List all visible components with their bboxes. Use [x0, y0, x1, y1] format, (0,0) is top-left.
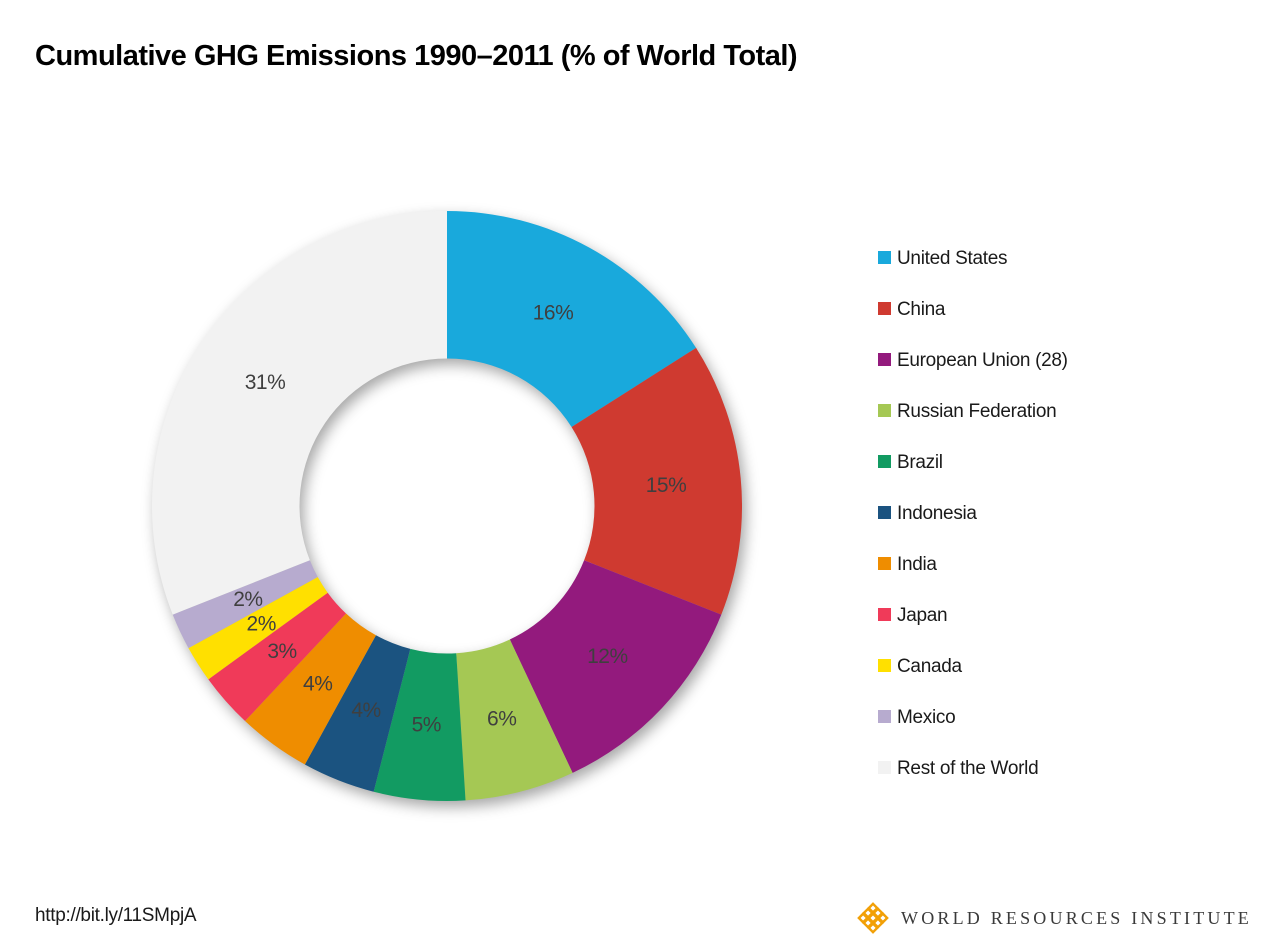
- wri-weave-icon: [857, 902, 889, 934]
- legend-swatch-indonesia: [878, 506, 891, 519]
- legend-swatch-mexico: [878, 710, 891, 723]
- legend-label-india: India: [897, 554, 937, 575]
- slice-rest-of-the-world: [152, 211, 447, 615]
- legend-item-canada: Canada: [878, 656, 1068, 678]
- legend-item-united-states: United States: [878, 248, 1068, 270]
- legend-swatch-canada: [878, 659, 891, 672]
- slice-russian-federation: [456, 639, 573, 801]
- legend-label-rest-of-the-world: Rest of the World: [897, 758, 1039, 779]
- legend-item-russian-federation: Russian Federation: [878, 401, 1068, 423]
- legend-swatch-european-union-28: [878, 353, 891, 366]
- legend-item-indonesia: Indonesia: [878, 503, 1068, 525]
- slice-value-label-japan: 3%: [267, 640, 296, 663]
- legend-swatch-india: [878, 557, 891, 570]
- wri-logo-text: WORLD RESOURCES INSTITUTE: [901, 907, 1252, 928]
- slice-united-states: [447, 211, 697, 427]
- donut-chart-svg: 16% 15% 12% 6% 5% 4% 4% 3% 2%2% 31%: [152, 211, 742, 802]
- slice-china: [571, 347, 742, 615]
- legend-item-india: India: [878, 554, 1068, 576]
- legend-item-rest-of-the-world: Rest of the World: [878, 758, 1068, 780]
- slice-value-label-united-states: 16%: [533, 302, 574, 325]
- legend-swatch-rest-of-the-world: [878, 761, 891, 774]
- legend-item-brazil: Brazil: [878, 452, 1068, 474]
- slice-value-label-indonesia: 4%: [351, 699, 380, 722]
- legend-label-russian-federation: Russian Federation: [897, 401, 1057, 422]
- legend-label-canada: Canada: [897, 656, 962, 677]
- legend: United States China European Union (28) Rus…: [878, 248, 1068, 780]
- legend-label-japan: Japan: [897, 605, 948, 626]
- slice-value-label-brazil: 5%: [412, 714, 441, 737]
- chart-title: Cumulative GHG Emissions 1990–2011 (% of…: [35, 40, 798, 72]
- slice-canada: [188, 577, 328, 680]
- source-url-link[interactable]: http://bit.ly/11SMpjA: [35, 905, 197, 926]
- slice-value-label-india: 4%: [303, 673, 332, 696]
- legend-swatch-japan: [878, 608, 891, 621]
- slice-labels: 16% 15% 12% 6% 5% 4% 4% 3% 2%2% 31%: [233, 302, 687, 737]
- slice-indonesia: [304, 635, 411, 792]
- legend-label-european-union-28: European Union (28): [897, 350, 1068, 371]
- legend-label-mexico: Mexico: [897, 707, 956, 728]
- slice-brazil: [373, 648, 466, 802]
- slice-india: [245, 613, 376, 765]
- legend-item-japan: Japan: [878, 605, 1068, 627]
- slice-japan: [208, 592, 347, 722]
- donut-ring: [152, 211, 742, 802]
- legend-item-mexico: Mexico: [878, 707, 1068, 729]
- slice-value-label-russian-federation: 6%: [487, 708, 516, 731]
- legend-swatch-united-states: [878, 251, 891, 264]
- slice-mexico: [172, 560, 318, 649]
- legend-label-brazil: Brazil: [897, 452, 943, 473]
- wri-logo: WORLD RESOURCES INSTITUTE: [857, 901, 1252, 935]
- slice-european-union-28: [509, 560, 722, 773]
- slice-value-label-mexico: 2%: [233, 588, 262, 611]
- legend-label-china: China: [897, 299, 946, 320]
- donut-chart: 16% 15% 12% 6% 5% 4% 4% 3% 2% 2% 31%: [127, 186, 767, 826]
- slice-value-label-canada: 2%: [247, 612, 276, 635]
- legend-swatch-china: [878, 302, 891, 315]
- slice-value-label-european-union-28: 12%: [587, 645, 628, 668]
- legend-item-european-union-28: European Union (28): [878, 350, 1068, 372]
- legend-swatch-brazil: [878, 455, 891, 468]
- legend-label-indonesia: Indonesia: [897, 503, 977, 524]
- legend-swatch-russian-federation: [878, 404, 891, 417]
- slice-value-label-china: 15%: [646, 474, 687, 497]
- legend-item-china: China: [878, 299, 1068, 321]
- slice-value-label-rest-of-the-world: 31%: [245, 371, 286, 394]
- legend-label-united-states: United States: [897, 248, 1008, 269]
